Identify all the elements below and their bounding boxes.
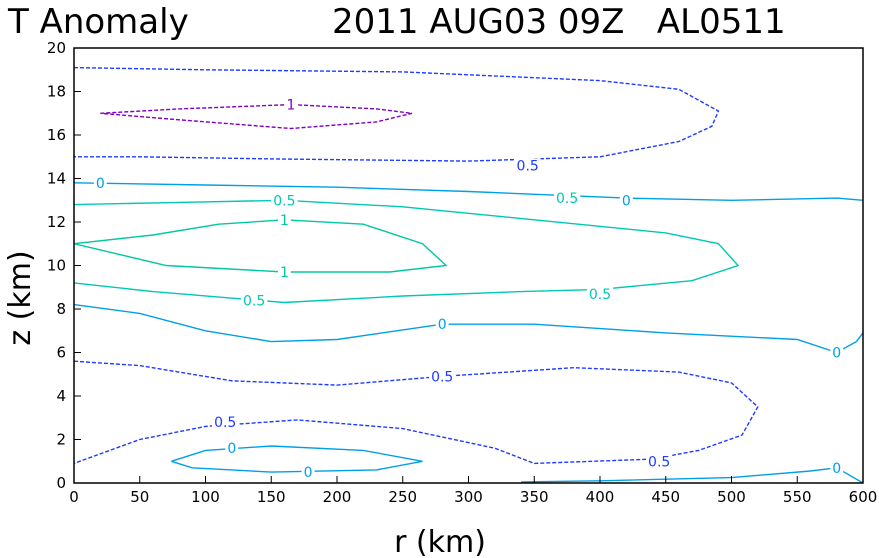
y-tick-label-8: 16 — [47, 126, 66, 144]
y-tick-label-4: 8 — [56, 300, 66, 318]
chart-title-right: 2011 AUG03 09Z AL0511 — [332, 2, 786, 42]
y-axis-ticks: 0 2 4 6 8 10 12 14 16 18 20 — [47, 39, 81, 492]
contour-level-1-4 — [73, 219, 448, 273]
contour-label-6-bg — [429, 369, 456, 386]
x-tick-label-4: 200 — [323, 488, 352, 506]
chart-title-left: T Anomaly — [7, 2, 189, 42]
contour-extra-label-5-bg — [586, 286, 614, 303]
contour-level--0p5-1 — [73, 66, 720, 162]
x-tick-label-6: 300 — [454, 488, 483, 506]
contour-level-0-5 — [73, 303, 864, 354]
contour-level-0-7 — [171, 445, 423, 473]
contour-level--1-0 — [100, 103, 413, 130]
contour-label-1: 0.5 — [517, 158, 539, 174]
contour-extra-label-3: 0.5 — [556, 191, 578, 207]
y-tick-label-3: 6 — [56, 344, 66, 362]
contour-extra-label-6: 1 — [280, 265, 289, 281]
contour-extra-label-6-bg — [277, 265, 291, 282]
x-tick-label-1: 50 — [130, 488, 149, 506]
contour-label-0-bg — [284, 97, 298, 114]
contour-extra-label-4-bg — [241, 293, 268, 310]
contour-extra-label-8-bg — [830, 345, 844, 362]
contour-extra-label-1-bg — [301, 465, 315, 482]
x-tick-label-10: 500 — [717, 488, 746, 506]
contour-label-6: 0.5 — [431, 369, 453, 385]
x-tick-label-7: 350 — [520, 488, 549, 506]
contour-label-2-bg — [619, 193, 633, 210]
contour-extra-label-8: 0 — [832, 346, 841, 362]
contour-level-0-2 — [73, 182, 864, 202]
contour-level--0p5-6 — [73, 360, 759, 465]
contour-label-7-bg — [225, 441, 239, 458]
contour-extra-label-0-bg — [212, 415, 239, 432]
contour-label-0: 1 — [287, 98, 296, 114]
x-tick-label-3: 150 — [257, 488, 286, 506]
x-tick-label-12: 600 — [849, 488, 878, 506]
contour-extra-label-2-bg — [646, 454, 673, 471]
contour-extra-label-7: 0 — [96, 176, 105, 192]
contour-extra-label-1: 0 — [304, 465, 313, 481]
contour-label-4: 1 — [280, 213, 289, 229]
contour-extra-label-3-bg — [553, 191, 581, 208]
contour-labels: 1 0.5 0 0.5 1 0 0.5 0 0 0.5 0 0.5 0.5 0.5 0.5 1 0 0 — [93, 97, 844, 482]
contour-label-3: 0.5 — [273, 193, 295, 209]
contour-extra-label-7-bg — [93, 175, 107, 192]
x-tick-label-8: 400 — [586, 488, 615, 506]
x-axis-ticks: 0 50 100 150 200 250 300 350 400 450 500 550 600 — [69, 476, 877, 506]
x-axis-label: r (km) — [394, 525, 486, 558]
contour-label-3-bg — [271, 193, 298, 210]
x-tick-label-11: 550 — [783, 488, 812, 506]
x-tick-label-9: 450 — [651, 488, 680, 506]
contour-extra-label-2: 0.5 — [648, 454, 670, 470]
x-tick-label-5: 250 — [388, 488, 417, 506]
x-tick-label-0: 0 — [69, 488, 79, 506]
contour-label-1-bg — [514, 158, 541, 175]
y-tick-label-7: 14 — [47, 170, 66, 188]
contour-label-7: 0 — [227, 441, 236, 457]
contour-extra-label-5: 0.5 — [589, 287, 611, 303]
contour-label-8: 0 — [832, 461, 841, 477]
contour-label-5-bg — [435, 317, 449, 334]
y-tick-label-1: 2 — [56, 431, 66, 449]
contour-level-0p5-3 — [73, 199, 740, 304]
y-tick-label-0: 0 — [56, 474, 66, 492]
y-tick-label-10: 20 — [47, 39, 66, 57]
y-tick-label-2: 4 — [56, 387, 66, 405]
y-axis-label: z (km) — [3, 250, 38, 345]
y-tick-label-6: 12 — [47, 213, 66, 231]
x-tick-label-2: 100 — [191, 488, 220, 506]
contour-extra-label-0: 0.5 — [214, 415, 236, 431]
contour-lines — [73, 66, 864, 484]
contour-label-4-bg — [277, 212, 291, 229]
y-tick-label-9: 18 — [47, 83, 66, 101]
contour-label-8-bg — [830, 460, 844, 477]
contour-label-2: 0 — [622, 193, 631, 209]
plot-frame — [73, 47, 864, 484]
contour-level-0-8 — [521, 467, 864, 484]
contour-label-5: 0 — [438, 317, 447, 333]
y-tick-label-5: 10 — [47, 257, 66, 275]
contour-extra-label-4: 0.5 — [243, 293, 265, 309]
